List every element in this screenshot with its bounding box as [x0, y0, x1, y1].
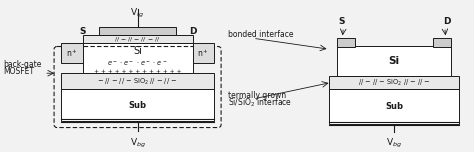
Text: V$_{bg}$: V$_{bg}$	[386, 137, 402, 150]
Text: Si: Si	[133, 46, 142, 56]
Text: MOSFET: MOSFET	[3, 67, 35, 76]
Text: D: D	[443, 17, 450, 26]
Bar	[83, 43, 193, 73]
Text: // $-$ // $-$ // $-$ //: // $-$ // $-$ // $-$ //	[114, 35, 161, 43]
Text: Sub: Sub	[385, 102, 403, 111]
Bar	[193, 43, 214, 63]
Text: Si/SiO$_2$ interface: Si/SiO$_2$ interface	[228, 96, 292, 109]
Text: termally grown: termally grown	[228, 91, 286, 100]
Text: n$^+$: n$^+$	[66, 47, 78, 59]
Bar	[433, 38, 451, 47]
Bar	[337, 46, 451, 76]
Bar	[61, 43, 83, 63]
Bar	[61, 89, 214, 121]
Text: S: S	[80, 27, 86, 36]
Text: n$^+$: n$^+$	[197, 47, 209, 59]
Bar	[61, 73, 214, 89]
Text: V$_{bg}$: V$_{bg}$	[129, 137, 146, 150]
Bar	[329, 89, 459, 124]
Text: $-$ // $-$ // $-$ SiO$_2$ // $-$ // $-$: $-$ // $-$ // $-$ SiO$_2$ // $-$ // $-$	[97, 76, 178, 87]
Bar	[337, 38, 356, 47]
Text: D: D	[190, 27, 197, 36]
Bar	[99, 27, 176, 35]
Text: bonded interface: bonded interface	[228, 30, 293, 39]
Bar	[329, 76, 459, 89]
Text: $e^-$ $\cdot$ $e^-$ $\cdot$ $e^-$ $\cdot$ $e^-$: $e^-$ $\cdot$ $e^-$ $\cdot$ $e^-$ $\cdot…	[107, 59, 168, 67]
Text: back-gate: back-gate	[3, 60, 42, 69]
Text: S: S	[338, 17, 345, 26]
Text: + + + + + + + + + + + + +: + + + + + + + + + + + + +	[94, 69, 182, 74]
Bar	[83, 35, 193, 43]
Text: V$_{tg}$: V$_{tg}$	[130, 7, 145, 20]
Text: Sub: Sub	[128, 101, 146, 110]
Text: Si: Si	[389, 56, 400, 66]
Text: // $-$ // $-$ SiO$_2$ // $-$ // $-$: // $-$ // $-$ SiO$_2$ // $-$ // $-$	[358, 77, 430, 88]
